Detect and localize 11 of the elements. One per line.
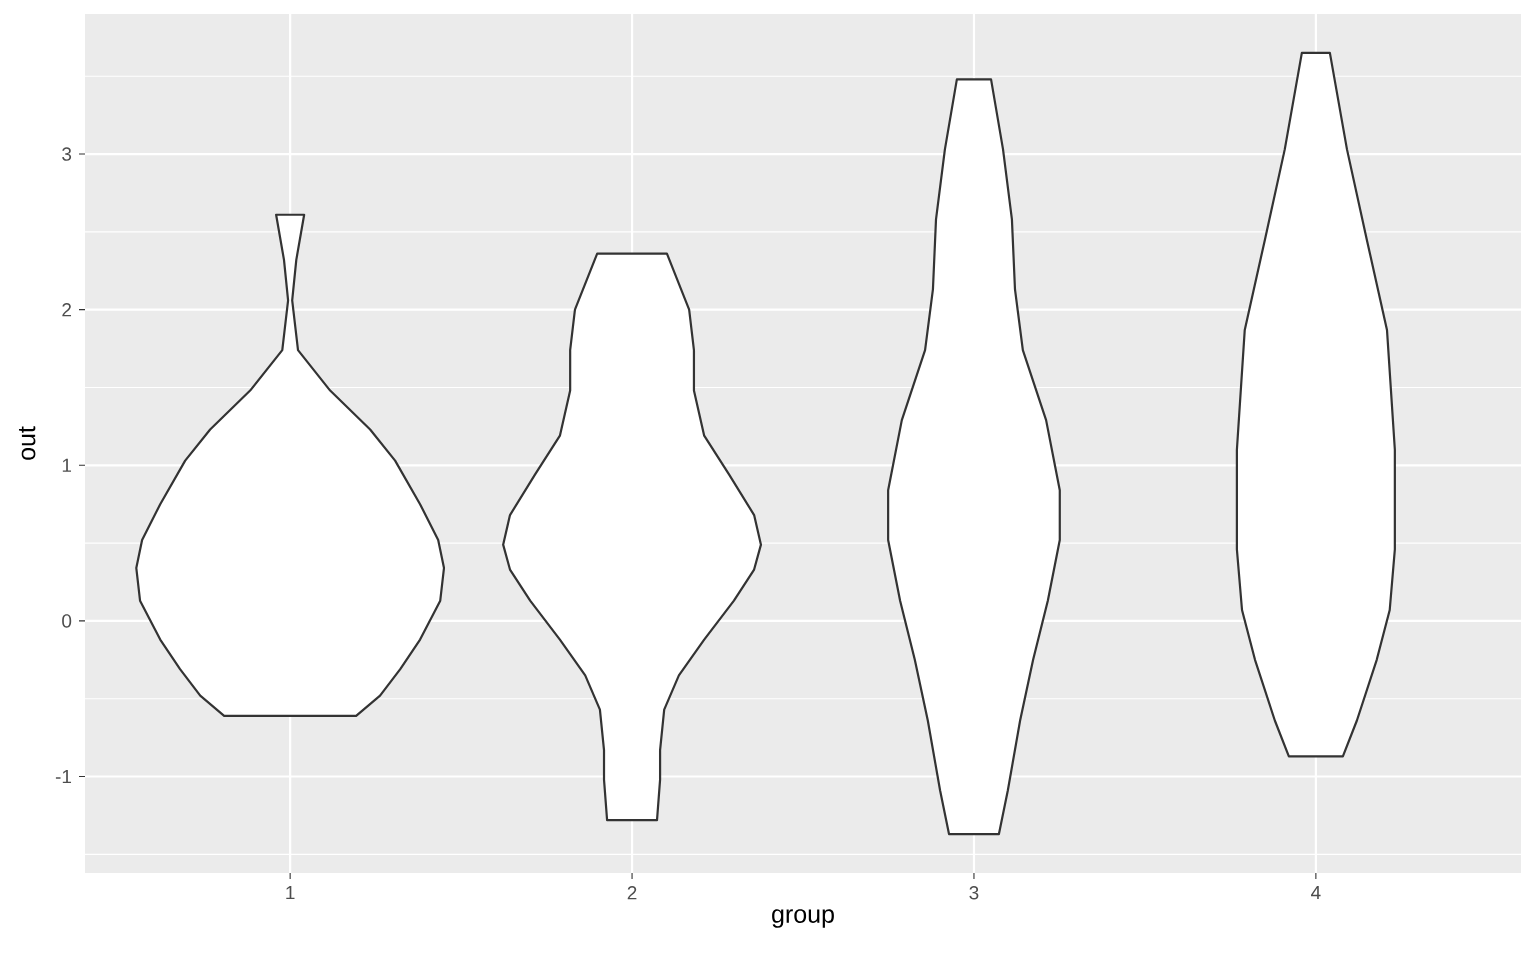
y-tick-label: 0 xyxy=(62,614,72,628)
y-axis-title: out xyxy=(18,426,36,460)
x-tick-label: 4 xyxy=(1311,886,1321,900)
x-tick-label: 3 xyxy=(969,886,979,900)
x-axis-title: group xyxy=(772,909,834,928)
x-tick-label: 2 xyxy=(627,886,637,900)
y-tick-label: 2 xyxy=(62,303,72,317)
x-tick-label: 1 xyxy=(286,886,295,900)
y-tick-label: 1 xyxy=(62,458,72,472)
y-tick-label: -1 xyxy=(55,769,72,784)
y-tick-label: 3 xyxy=(62,147,72,161)
